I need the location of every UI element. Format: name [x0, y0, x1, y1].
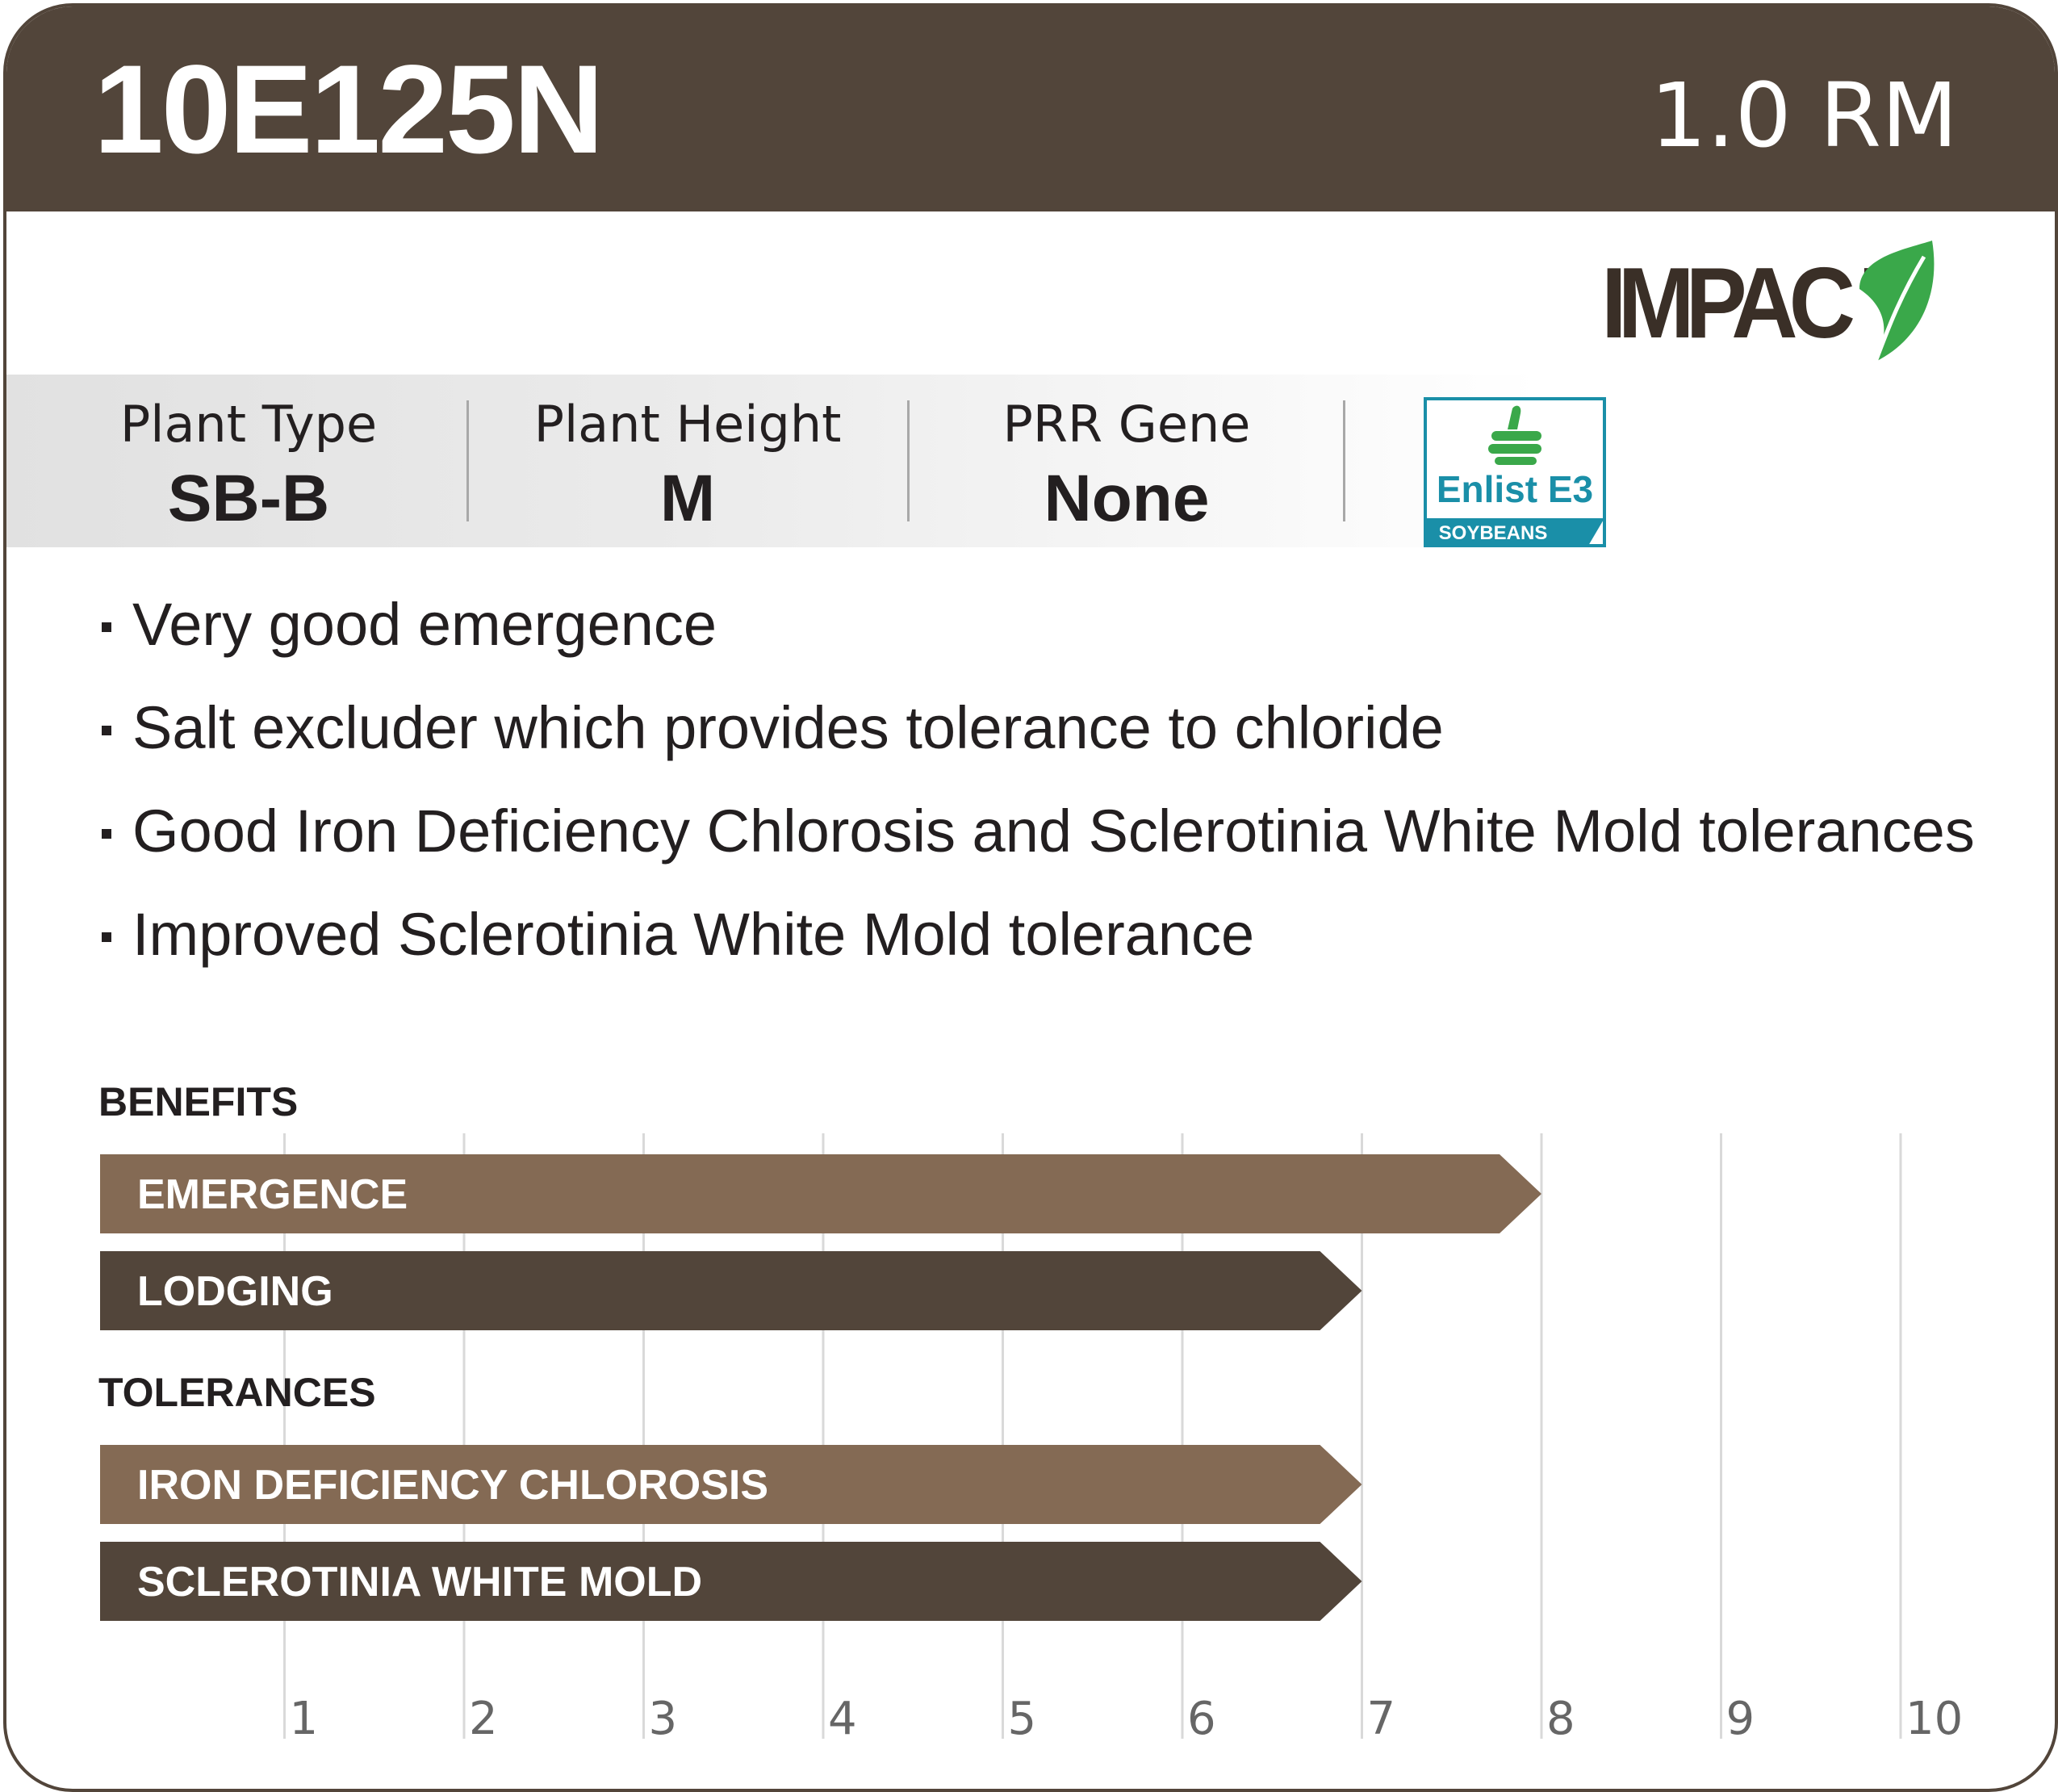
rating-bar	[100, 1445, 1362, 1524]
rating-bar	[100, 1542, 1362, 1621]
x-tick-label: 5	[1008, 1693, 1037, 1745]
bullet-text: Good Iron Deficiency Chlorosis and Scler…	[132, 798, 1975, 865]
bullet-icon	[102, 622, 111, 633]
x-tick-label: 9	[1726, 1693, 1755, 1745]
trait-value: None	[1044, 462, 1210, 535]
enlist-e3-badge: Enlist E3 SOYBEANS	[1424, 397, 1606, 547]
rating-bar	[100, 1154, 1541, 1233]
rating-chart: 1 2 3 4 5 6 7 8 9 10 BENEFITS EMERGENCE LODGING TOLER…	[98, 1079, 1963, 1745]
x-tick-label: 10	[1905, 1693, 1963, 1745]
leaf-icon	[1859, 241, 1935, 362]
bar-label: IRON DEFICIENCY CHLOROSIS	[137, 1462, 768, 1509]
card-header: 10E125N 1.0 RM	[6, 6, 2055, 211]
trait-plant-type: Plant Type SB-B	[31, 375, 466, 547]
list-item: Salt excluder which provides tolerance t…	[102, 688, 1958, 791]
trait-value: M	[659, 462, 716, 535]
bullet-text: Improved Sclerotinia White Mold toleranc…	[132, 901, 1255, 968]
x-tick-label: 1	[290, 1693, 319, 1745]
section-title: BENEFITS	[98, 1079, 298, 1124]
trait-info-bar: Plant Type SB-B Plant Height M PRR Gene …	[6, 375, 1540, 547]
x-tick-label: 4	[828, 1693, 857, 1745]
list-item: Good Iron Deficiency Chlorosis and Scler…	[102, 791, 1975, 894]
x-tick-label: 3	[649, 1693, 678, 1745]
x-tick-label: 6	[1187, 1693, 1216, 1745]
product-name: 10E125N	[94, 40, 604, 180]
feature-list: Very good emergence Salt excluder which …	[102, 584, 1975, 998]
x-tick-label: 7	[1367, 1693, 1396, 1745]
relative-maturity: 1.0 RM	[1650, 64, 1958, 167]
x-tick-label: 8	[1546, 1693, 1575, 1745]
product-card: 10E125N 1.0 RM IMPAC T Plant Type SB-B P…	[3, 3, 2058, 1792]
trait-plant-height: Plant Height M	[468, 375, 907, 547]
divider	[1343, 400, 1345, 521]
bar-label: LODGING	[137, 1268, 333, 1315]
badge-sub: SOYBEANS	[1439, 522, 1548, 544]
trait-label: PRR Gene	[1002, 395, 1251, 454]
bullet-text: Very good emergence	[132, 591, 717, 658]
divider	[466, 400, 469, 521]
impact-logo: IMPAC T	[1601, 241, 1972, 378]
badge-name: Enlist E3	[1437, 468, 1593, 510]
x-tick-label: 2	[469, 1693, 498, 1745]
trait-label: Plant Height	[533, 395, 842, 454]
list-item: Improved Sclerotinia White Mold toleranc…	[102, 894, 1958, 998]
bar-label: SCLEROTINIA WHITE MOLD	[137, 1559, 702, 1606]
bullet-text: Salt excluder which provides tolerance t…	[132, 694, 1444, 761]
trait-label: Plant Type	[119, 395, 378, 454]
thumbs-up-icon	[1488, 405, 1541, 465]
bullet-icon	[102, 932, 111, 943]
trait-value: SB-B	[167, 462, 330, 535]
rating-bar	[100, 1251, 1362, 1330]
section-title: TOLERANCES	[98, 1370, 376, 1415]
bullet-icon	[102, 726, 111, 736]
divider	[907, 400, 910, 521]
bar-label: EMERGENCE	[137, 1171, 408, 1218]
list-item: Very good emergence	[102, 584, 1958, 688]
bullet-icon	[102, 829, 111, 839]
trait-prr-gene: PRR Gene None	[909, 375, 1345, 547]
